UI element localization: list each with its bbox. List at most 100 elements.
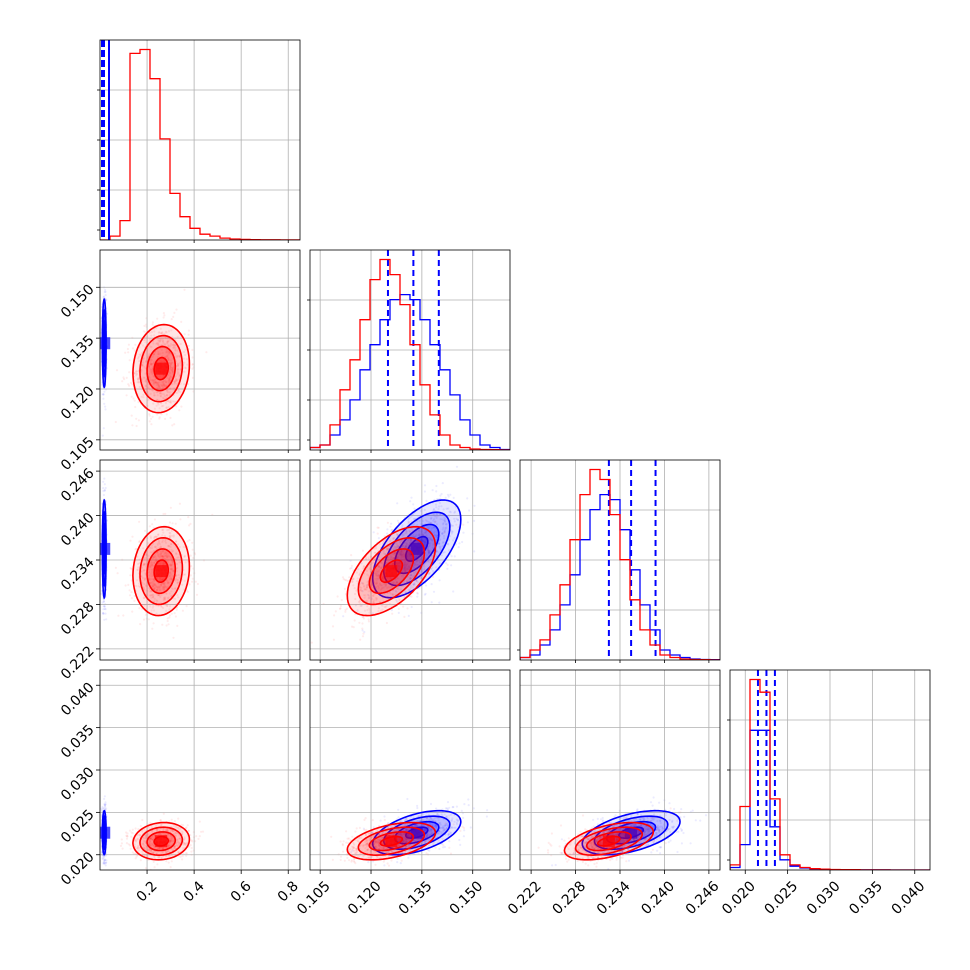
data-point xyxy=(345,607,348,610)
data-point xyxy=(183,288,186,291)
data-point xyxy=(121,847,124,850)
data-point xyxy=(137,357,140,360)
data-point xyxy=(153,560,156,563)
data-point xyxy=(410,595,413,598)
data-point xyxy=(165,406,168,409)
data-point xyxy=(161,384,164,387)
data-point xyxy=(144,572,147,575)
data-point xyxy=(169,536,172,539)
data-point xyxy=(155,383,158,387)
data-point xyxy=(152,380,155,383)
data-point xyxy=(458,542,461,545)
data-point xyxy=(157,341,160,344)
data-point xyxy=(167,340,170,343)
data-point xyxy=(177,581,180,584)
data-point xyxy=(153,394,156,397)
data-point xyxy=(164,512,167,516)
data-point xyxy=(158,375,162,378)
data-point xyxy=(153,583,156,586)
data-point xyxy=(148,577,151,580)
data-point xyxy=(178,409,181,412)
data-point xyxy=(131,383,134,386)
data-point xyxy=(137,585,140,588)
data-point xyxy=(473,504,476,507)
data-point xyxy=(170,568,173,571)
data-point xyxy=(150,582,153,585)
data-point xyxy=(152,594,155,597)
data-point xyxy=(151,606,154,609)
data-point xyxy=(168,378,171,382)
data-point xyxy=(147,541,150,545)
data-point xyxy=(191,376,194,379)
data-point xyxy=(342,615,345,618)
data-point xyxy=(430,601,433,604)
data-point xyxy=(150,590,153,593)
data-point xyxy=(127,383,130,386)
data-point xyxy=(160,385,164,388)
data-point xyxy=(163,584,166,587)
data-point xyxy=(164,343,167,346)
data-point xyxy=(175,354,178,357)
data-point xyxy=(435,484,438,488)
data-point xyxy=(174,377,177,380)
data-point xyxy=(141,364,144,367)
data-point xyxy=(138,585,141,589)
data-point xyxy=(151,366,154,369)
data-point xyxy=(129,847,132,850)
data-point xyxy=(151,373,154,376)
data-point xyxy=(427,552,430,555)
data-point xyxy=(166,604,169,607)
data-point xyxy=(102,605,105,608)
data-point xyxy=(153,587,156,590)
data-point xyxy=(151,379,154,382)
data-point xyxy=(153,582,156,586)
data-point xyxy=(178,502,181,505)
data-point xyxy=(148,587,151,590)
data-point xyxy=(186,363,189,366)
data-point xyxy=(114,420,117,424)
data-point xyxy=(177,389,180,392)
data-point xyxy=(162,577,165,580)
data-point xyxy=(191,577,194,580)
data-point xyxy=(138,562,141,565)
data-point xyxy=(151,546,154,550)
data-point xyxy=(186,590,189,593)
data-point xyxy=(171,560,174,564)
data-point xyxy=(169,345,172,348)
data-point xyxy=(158,588,161,592)
data-point xyxy=(151,563,154,566)
data-point xyxy=(188,524,191,527)
data-point xyxy=(149,547,152,550)
data-point xyxy=(169,575,172,578)
data-point xyxy=(191,363,194,366)
data-point xyxy=(163,397,166,400)
data-point xyxy=(176,368,179,371)
data-point xyxy=(168,544,171,548)
data-point xyxy=(166,388,169,392)
data-point xyxy=(407,614,410,618)
data-point xyxy=(139,623,142,626)
data-point xyxy=(150,334,153,337)
data-point xyxy=(169,366,172,369)
data-point xyxy=(157,331,160,334)
data-point xyxy=(179,382,182,385)
data-point xyxy=(151,355,154,358)
data-point xyxy=(332,638,335,641)
data-point xyxy=(129,381,132,384)
data-point xyxy=(162,555,165,558)
data-point xyxy=(169,563,172,566)
data-point xyxy=(165,624,168,627)
data-point xyxy=(150,359,154,362)
data-point xyxy=(151,593,154,596)
data-point xyxy=(166,354,169,357)
data-point xyxy=(159,595,162,599)
data-point xyxy=(142,330,145,333)
data-point xyxy=(167,359,170,362)
data-point xyxy=(341,576,345,579)
data-point xyxy=(164,585,167,589)
data-point xyxy=(160,583,163,586)
data-point xyxy=(156,317,159,320)
data-point xyxy=(141,378,144,381)
data-point xyxy=(187,344,190,347)
data-point xyxy=(157,593,160,597)
